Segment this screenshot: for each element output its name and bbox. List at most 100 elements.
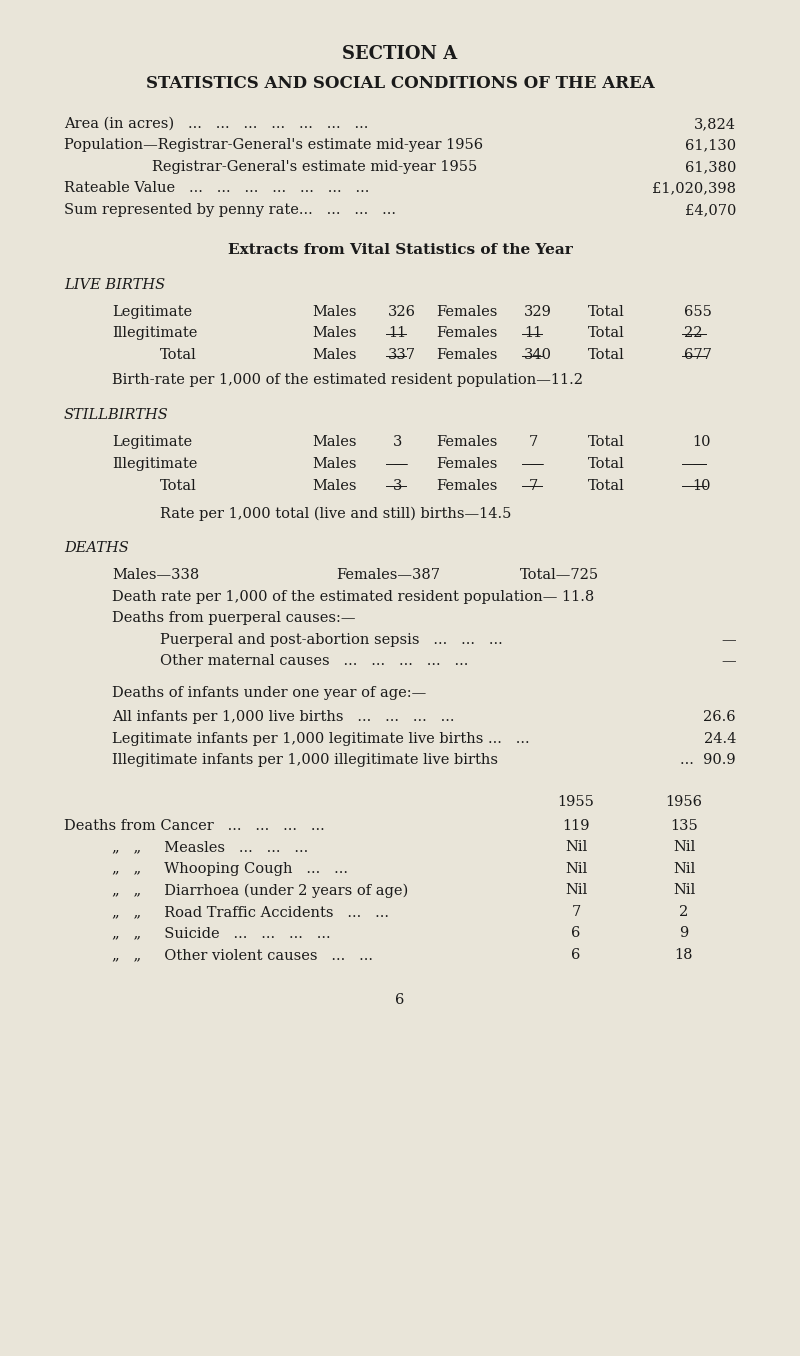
Text: Extracts from Vital Statistics of the Year: Extracts from Vital Statistics of the Ye…	[228, 243, 572, 258]
Text: 7: 7	[529, 479, 538, 494]
Text: Nil: Nil	[565, 862, 587, 876]
Text: Rate per 1,000 total (live and still) births—14.5: Rate per 1,000 total (live and still) bi…	[160, 507, 511, 521]
Text: Total: Total	[160, 348, 197, 362]
Text: Males: Males	[312, 479, 357, 494]
Text: Females: Females	[436, 435, 498, 449]
Text: Males—338: Males—338	[112, 568, 199, 583]
Text: 7: 7	[571, 904, 581, 919]
Text: Males: Males	[312, 327, 357, 340]
Text: Nil: Nil	[673, 883, 695, 898]
Text: STATISTICS AND SOCIAL CONDITIONS OF THE AREA: STATISTICS AND SOCIAL CONDITIONS OF THE …	[146, 75, 654, 92]
Text: STILLBIRTHS: STILLBIRTHS	[64, 408, 169, 423]
Text: 3: 3	[393, 435, 402, 449]
Text: Females: Females	[436, 457, 498, 471]
Text: Total: Total	[588, 305, 625, 319]
Text: „   „     Whooping Cough   ...   ...: „ „ Whooping Cough ... ...	[112, 862, 348, 876]
Text: 7: 7	[529, 435, 538, 449]
Text: 61,380: 61,380	[685, 160, 736, 174]
Text: 1955: 1955	[558, 795, 594, 810]
Text: 6: 6	[395, 993, 405, 1006]
Text: 26.6: 26.6	[703, 711, 736, 724]
Text: Nil: Nil	[565, 841, 587, 854]
Text: Females: Females	[436, 305, 498, 319]
Text: Other maternal causes   ...   ...   ...   ...   ...: Other maternal causes ... ... ... ... ..…	[160, 655, 468, 669]
Text: 2: 2	[679, 904, 689, 919]
Text: Area (in acres)   ...   ...   ...   ...   ...   ...   ...: Area (in acres) ... ... ... ... ... ... …	[64, 117, 368, 132]
Text: 326: 326	[388, 305, 416, 319]
Text: Legitimate: Legitimate	[112, 435, 192, 449]
Text: 337: 337	[388, 348, 416, 362]
Text: Males: Males	[312, 435, 357, 449]
Text: Illegitimate infants per 1,000 illegitimate live births: Illegitimate infants per 1,000 illegitim…	[112, 753, 498, 767]
Text: Males: Males	[312, 348, 357, 362]
Text: Nil: Nil	[673, 841, 695, 854]
Text: Deaths from Cancer   ...   ...   ...   ...: Deaths from Cancer ... ... ... ...	[64, 819, 325, 833]
Text: 3,824: 3,824	[694, 117, 736, 132]
Text: —: —	[529, 457, 544, 471]
Text: Registrar-General's estimate mid-year 1955: Registrar-General's estimate mid-year 19…	[152, 160, 478, 174]
Text: 3: 3	[393, 479, 402, 494]
Text: Sum represented by penny rate...   ...   ...   ...: Sum represented by penny rate... ... ...…	[64, 203, 396, 217]
Text: Death rate per 1,000 of the estimated resident population— 11.8: Death rate per 1,000 of the estimated re…	[112, 590, 594, 603]
Text: Deaths of infants under one year of age:—: Deaths of infants under one year of age:…	[112, 686, 426, 701]
Text: 18: 18	[674, 948, 694, 961]
Text: 655: 655	[684, 305, 712, 319]
Text: Males: Males	[312, 457, 357, 471]
Text: 10: 10	[692, 435, 710, 449]
Text: ...  90.9: ... 90.9	[680, 753, 736, 767]
Text: 1956: 1956	[666, 795, 702, 810]
Text: Rateable Value   ...   ...   ...   ...   ...   ...   ...: Rateable Value ... ... ... ... ... ... .…	[64, 182, 370, 195]
Text: Illegitimate: Illegitimate	[112, 327, 198, 340]
Text: Deaths from puerperal causes:—: Deaths from puerperal causes:—	[112, 612, 355, 625]
Text: „   „     Measles   ...   ...   ...: „ „ Measles ... ... ...	[112, 841, 308, 854]
Text: Total—725: Total—725	[520, 568, 599, 583]
Text: Puerperal and post-abortion sepsis   ...   ...   ...: Puerperal and post-abortion sepsis ... .…	[160, 633, 502, 647]
Text: 61,130: 61,130	[685, 138, 736, 152]
Text: Total: Total	[160, 479, 197, 494]
Text: Total: Total	[588, 479, 625, 494]
Text: —: —	[692, 457, 706, 471]
Text: 22: 22	[684, 327, 702, 340]
Text: SECTION A: SECTION A	[342, 45, 458, 62]
Text: 6: 6	[571, 926, 581, 940]
Text: Illegitimate: Illegitimate	[112, 457, 198, 471]
Text: —: —	[722, 633, 736, 647]
Text: —: —	[393, 457, 408, 471]
Text: Population—Registrar-General's estimate mid-year 1956: Population—Registrar-General's estimate …	[64, 138, 483, 152]
Text: 10: 10	[692, 479, 710, 494]
Text: —: —	[722, 655, 736, 669]
Text: 677: 677	[684, 348, 712, 362]
Text: 329: 329	[524, 305, 552, 319]
Text: Nil: Nil	[673, 862, 695, 876]
Text: Legitimate infants per 1,000 legitimate live births ...   ...: Legitimate infants per 1,000 legitimate …	[112, 732, 530, 746]
Text: £4,070: £4,070	[685, 203, 736, 217]
Text: DEATHS: DEATHS	[64, 541, 129, 556]
Text: 11: 11	[524, 327, 542, 340]
Text: „   „     Other violent causes   ...   ...: „ „ Other violent causes ... ...	[112, 948, 373, 961]
Text: „   „     Diarrhoea (under 2 years of age): „ „ Diarrhoea (under 2 years of age)	[112, 883, 408, 898]
Text: Females—387: Females—387	[336, 568, 440, 583]
Text: Nil: Nil	[565, 883, 587, 898]
Text: 135: 135	[670, 819, 698, 833]
Text: All infants per 1,000 live births   ...   ...   ...   ...: All infants per 1,000 live births ... ..…	[112, 711, 454, 724]
Text: Males: Males	[312, 305, 357, 319]
Text: „   „     Suicide   ...   ...   ...   ...: „ „ Suicide ... ... ... ...	[112, 926, 330, 940]
Text: Total: Total	[588, 348, 625, 362]
Text: 340: 340	[524, 348, 552, 362]
Text: Total: Total	[588, 457, 625, 471]
Text: 24.4: 24.4	[704, 732, 736, 746]
Text: Females: Females	[436, 479, 498, 494]
Text: Birth-rate per 1,000 of the estimated resident population—11.2: Birth-rate per 1,000 of the estimated re…	[112, 373, 583, 388]
Text: Females: Females	[436, 327, 498, 340]
Text: £1,020,398: £1,020,398	[652, 182, 736, 195]
Text: Females: Females	[436, 348, 498, 362]
Text: LIVE BIRTHS: LIVE BIRTHS	[64, 278, 165, 292]
Text: Legitimate: Legitimate	[112, 305, 192, 319]
Text: 119: 119	[562, 819, 590, 833]
Text: Total: Total	[588, 327, 625, 340]
Text: 9: 9	[679, 926, 689, 940]
Text: „   „     Road Traffic Accidents   ...   ...: „ „ Road Traffic Accidents ... ...	[112, 904, 389, 919]
Text: Total: Total	[588, 435, 625, 449]
Text: 6: 6	[571, 948, 581, 961]
Text: 11: 11	[388, 327, 406, 340]
